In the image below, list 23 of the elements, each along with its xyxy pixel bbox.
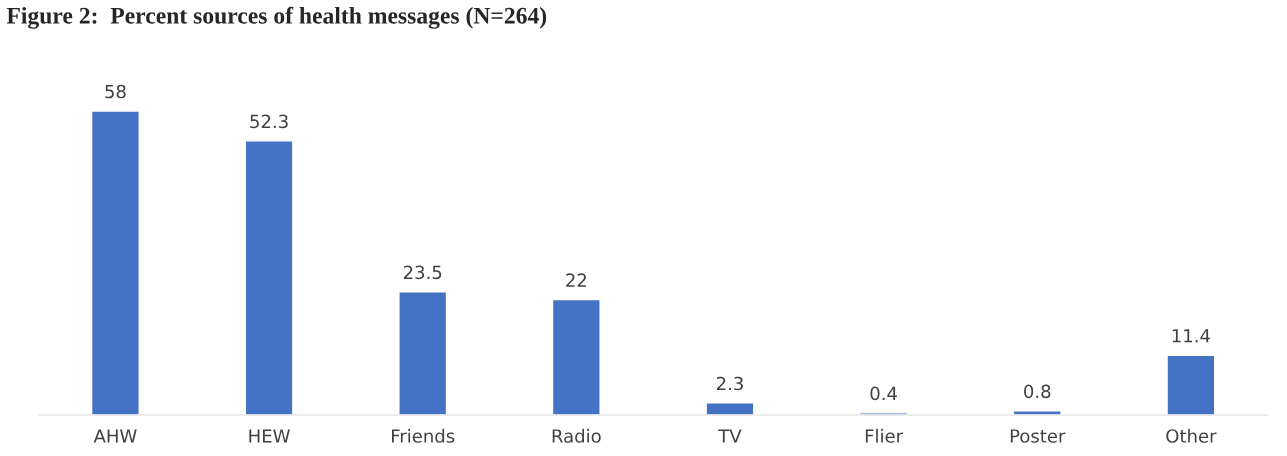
- x-tick-label: Radio: [552, 428, 601, 443]
- data-label: 0.4: [870, 386, 897, 401]
- data-label: 58: [105, 84, 126, 99]
- x-tick-label: Poster: [1010, 429, 1066, 443]
- bar: [244, 140, 294, 415]
- data-label: 0.8: [1024, 384, 1051, 399]
- x-tick-label: Friends: [392, 428, 455, 443]
- data-label: 11.4: [1172, 329, 1210, 343]
- x-tick-label: TV: [718, 429, 742, 443]
- data-label: 22: [566, 273, 587, 287]
- bar: [1166, 354, 1216, 415]
- x-tick-label: Other: [1166, 428, 1217, 443]
- data-label: 52.3: [250, 114, 288, 129]
- x-tick-label: Flier: [865, 428, 904, 443]
- x-tick-label: HEW: [249, 429, 290, 443]
- bar: [705, 402, 755, 415]
- data-label: 2.3: [716, 376, 743, 391]
- chart-title: Figure 2: Percent sources of health messages (N=264): [6, 6, 547, 29]
- data-label: 23.5: [403, 265, 442, 280]
- bar: [551, 298, 601, 415]
- bar: [90, 110, 140, 415]
- x-tick-label: AHW: [93, 429, 137, 443]
- bar: [398, 291, 448, 415]
